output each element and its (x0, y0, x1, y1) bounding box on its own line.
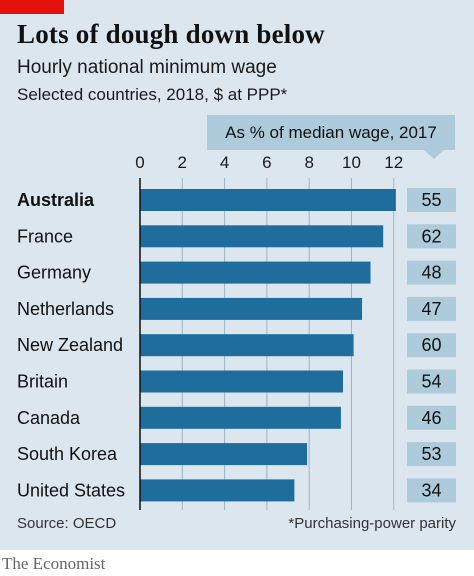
category-label: Australia (17, 190, 95, 210)
median-wage-box (407, 478, 456, 503)
median-wage-value: 62 (421, 226, 441, 246)
x-tick-label: 2 (178, 153, 187, 172)
median-wage-box (407, 224, 456, 249)
category-label: South Korea (17, 444, 118, 464)
source-note: Source: OECD (17, 515, 117, 532)
publisher-logo: The Economist (2, 554, 106, 573)
category-label: United States (17, 480, 125, 500)
category-label: Britain (17, 372, 68, 392)
bar (140, 261, 371, 284)
chart-title: Lots of dough down below (17, 19, 325, 49)
median-wage-value: 54 (421, 372, 441, 392)
median-wage-header-pointer (424, 150, 444, 159)
x-tick-label: 10 (342, 153, 361, 172)
bar (140, 479, 295, 502)
median-wage-box (407, 405, 456, 430)
bar (140, 370, 344, 393)
median-wage-box (407, 369, 456, 394)
median-wage-value: 47 (421, 299, 441, 319)
chart-note: Selected countries, 2018, $ at PPP* (17, 85, 288, 104)
x-tick-label: 8 (304, 153, 313, 172)
median-wage-box (407, 260, 456, 285)
brand-tag (0, 0, 64, 14)
footnote: *Purchasing-power parity (288, 515, 456, 532)
bar (140, 406, 341, 429)
bar (140, 297, 363, 320)
median-wage-box (407, 188, 456, 212)
median-wage-value: 60 (421, 335, 441, 355)
x-tick-label: 0 (135, 153, 144, 172)
x-tick-label: 4 (220, 153, 229, 172)
median-wage-value: 53 (421, 444, 441, 464)
x-tick-label: 6 (262, 153, 271, 172)
bar (140, 443, 308, 466)
median-wage-box (407, 333, 456, 358)
chart-subtitle: Hourly national minimum wage (17, 57, 277, 78)
median-wage-value: 46 (421, 408, 441, 428)
x-tick-label: 12 (384, 153, 403, 172)
bar (140, 225, 384, 248)
median-wage-box (407, 442, 456, 467)
median-wage-value: 48 (421, 263, 441, 283)
median-wage-header: As % of median wage, 2017 (207, 115, 455, 150)
median-wage-value: 34 (421, 480, 441, 500)
category-label: Germany (17, 263, 91, 283)
category-label: Canada (17, 408, 81, 428)
category-label: New Zealand (17, 335, 123, 355)
category-label: France (17, 226, 73, 246)
bar (140, 189, 396, 211)
category-label: Netherlands (17, 299, 114, 319)
median-wage-value: 55 (421, 190, 441, 210)
bar (140, 334, 354, 357)
median-wage-box (407, 296, 456, 321)
